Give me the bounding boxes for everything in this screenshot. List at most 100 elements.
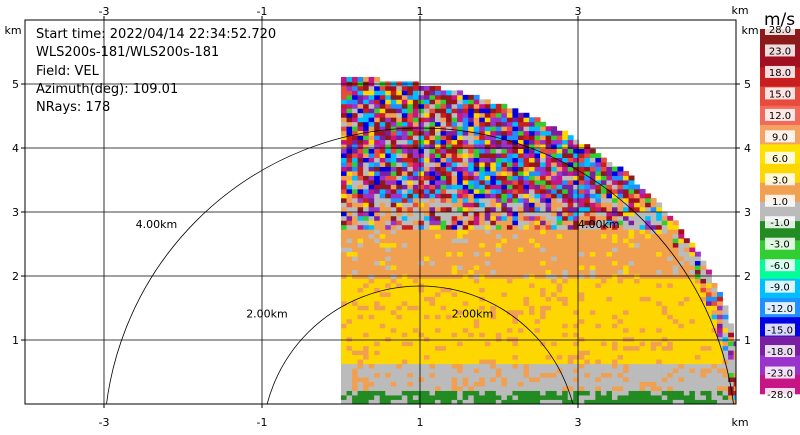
velocity-cell — [683, 274, 690, 279]
velocity-cell — [517, 296, 524, 302]
velocity-cell — [473, 265, 480, 270]
velocity-cell — [578, 224, 585, 230]
velocity-cell — [645, 247, 652, 253]
velocity-cell — [556, 354, 563, 360]
velocity-cell — [462, 381, 469, 387]
velocity-cell — [512, 278, 519, 284]
velocity-cell — [551, 287, 558, 293]
velocity-cell — [517, 224, 524, 230]
velocity-cell — [551, 350, 558, 356]
velocity-cell — [352, 90, 358, 96]
velocity-cell — [639, 345, 646, 351]
velocity-cell — [346, 327, 353, 333]
velocity-cell — [639, 368, 646, 374]
velocity-cell — [423, 283, 430, 288]
velocity-cell — [506, 395, 513, 400]
velocity-cell — [479, 229, 486, 235]
velocity-cell — [457, 117, 464, 123]
velocity-cell — [589, 153, 596, 158]
velocity-cell — [357, 175, 364, 181]
velocity-cell — [540, 274, 547, 279]
colorbar-label: 9.0 — [772, 132, 788, 143]
velocity-cell — [418, 153, 425, 158]
velocity-cell — [656, 350, 663, 356]
velocity-cell — [462, 278, 469, 284]
velocity-cell — [429, 144, 436, 150]
velocity-cell — [479, 260, 486, 266]
velocity-cell — [446, 238, 452, 244]
velocity-cell — [429, 224, 436, 230]
velocity-cell — [501, 184, 508, 190]
velocity-cell — [694, 260, 701, 266]
velocity-cell — [578, 395, 585, 400]
velocity-cell — [617, 332, 624, 338]
velocity-cell — [545, 166, 552, 172]
velocity-cell — [435, 300, 441, 306]
velocity-cell — [407, 202, 414, 208]
velocity-cell — [412, 175, 419, 181]
velocity-cell — [700, 359, 707, 365]
velocity-cell — [600, 363, 607, 369]
velocity-cell — [523, 166, 530, 172]
velocity-cell — [379, 180, 386, 185]
velocity-cell — [573, 175, 580, 181]
velocity-cell — [374, 309, 381, 315]
velocity-cell — [451, 300, 458, 306]
velocity-cell — [346, 350, 353, 356]
velocity-cell — [540, 242, 547, 248]
velocity-cell — [534, 247, 541, 253]
velocity-cell — [545, 247, 552, 253]
velocity-cell — [600, 233, 607, 239]
velocity-cell — [446, 287, 452, 293]
velocity-cell — [352, 144, 358, 150]
velocity-cell — [667, 300, 674, 306]
velocity-cell — [435, 94, 441, 100]
velocity-cell — [501, 345, 508, 351]
velocity-cell — [540, 381, 547, 387]
velocity-cell — [611, 368, 618, 374]
velocity-cell — [689, 386, 696, 391]
velocity-cell — [435, 90, 441, 96]
velocity-cell — [645, 260, 652, 266]
velocity-cell — [606, 193, 613, 199]
velocity-cell — [346, 148, 353, 154]
velocity-cell — [573, 211, 580, 217]
velocity-cell — [446, 130, 452, 136]
velocity-cell — [551, 126, 558, 132]
velocity-cell — [667, 305, 674, 311]
range-ring-label: 4.00km — [578, 218, 620, 231]
velocity-cell — [468, 377, 475, 382]
velocity-cell — [529, 314, 535, 320]
velocity-cell — [396, 242, 403, 248]
velocity-cell — [379, 274, 386, 279]
velocity-cell — [678, 233, 685, 239]
velocity-cell — [595, 202, 602, 208]
velocity-cell — [446, 224, 452, 230]
velocity-cell — [523, 399, 530, 404]
velocity-cell — [589, 345, 596, 351]
velocity-cell — [556, 283, 563, 288]
velocity-cell — [385, 166, 392, 172]
velocity-cell — [396, 206, 403, 212]
velocity-cell — [639, 215, 646, 221]
velocity-cell — [634, 300, 641, 306]
velocity-cell — [501, 193, 508, 199]
velocity-cell — [584, 162, 591, 167]
velocity-cell — [468, 341, 475, 347]
velocity-cell — [462, 336, 469, 342]
velocity-cell — [517, 211, 524, 217]
velocity-cell — [683, 238, 690, 244]
velocity-cell — [440, 309, 447, 315]
velocity-cell — [462, 399, 469, 404]
velocity-cell — [711, 345, 718, 351]
velocity-cell — [556, 269, 563, 275]
velocity-cell — [462, 332, 469, 338]
velocity-cell — [540, 359, 547, 365]
velocity-cell — [501, 332, 508, 338]
velocity-cell — [484, 144, 491, 150]
velocity-cell — [484, 359, 491, 365]
velocity-cell — [623, 368, 629, 374]
velocity-cell — [578, 220, 585, 226]
velocity-cell — [584, 309, 591, 315]
velocity-cell — [473, 247, 480, 253]
